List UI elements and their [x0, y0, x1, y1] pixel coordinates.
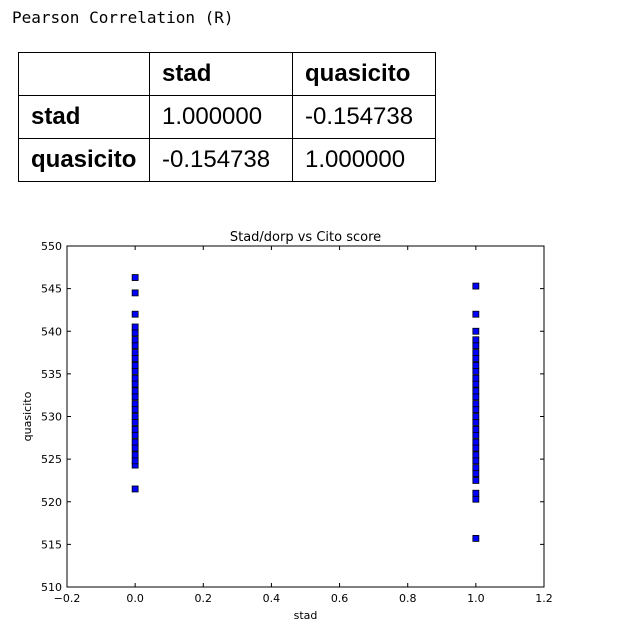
x-tick-label: −0.2 — [54, 592, 81, 605]
y-tick-label: 520 — [41, 496, 62, 509]
scatter-point — [472, 431, 480, 439]
scatter-point — [131, 406, 139, 414]
scatter-point — [131, 310, 139, 318]
table-row: stad 1.000000 -0.154738 — [18, 95, 436, 139]
x-tick-label: 0.8 — [399, 592, 417, 605]
scatter-point — [131, 419, 139, 426]
scatter-chart: −0.2 0.0 0.2 0.4 0.6 0.8 1.0 1.2 510 515 520 525 530… — [21, 230, 553, 622]
correlation-heading: Pearson Correlation (R) — [12, 8, 234, 27]
y-tick-label: 525 — [41, 453, 62, 466]
scatter-point — [472, 310, 480, 318]
correlation-table: stad quasicito stad 1.000000 -0.154738 q… — [18, 52, 436, 182]
x-tick-label: 0.2 — [195, 592, 213, 605]
chart-title: Stad/dorp vs Cito score — [230, 230, 381, 245]
scatter-point — [131, 349, 139, 356]
table-corner-cell — [18, 52, 150, 96]
scatter-point — [472, 464, 480, 472]
scatter-point — [472, 400, 480, 408]
scatter-point — [472, 444, 480, 452]
table-cell: -0.154738 — [149, 138, 293, 182]
scatter-point — [131, 380, 139, 388]
scatter-point — [472, 380, 480, 388]
scatter-point — [472, 387, 480, 395]
x-tick-label: 0.4 — [263, 592, 281, 605]
scatter-point — [472, 419, 480, 426]
scatter-point — [131, 444, 139, 452]
scatter-point — [131, 374, 139, 382]
y-tick-label: 535 — [41, 368, 62, 381]
scatter-point — [472, 342, 480, 350]
y-axis-label: quasicito — [21, 391, 34, 441]
scatter-point — [131, 274, 139, 281]
scatter-point — [131, 485, 139, 493]
scatter-point — [472, 367, 480, 375]
scatter-point — [131, 413, 139, 420]
scatter-point — [472, 495, 480, 503]
plot-frame — [66, 245, 545, 588]
scatter-point — [131, 457, 139, 465]
y-tick-label: 530 — [41, 411, 62, 424]
x-tick-label: 1.0 — [467, 592, 485, 605]
scatter-point — [472, 349, 480, 356]
y-tick-label: 545 — [41, 283, 62, 296]
scatter-point — [131, 387, 139, 395]
column-header-quasicito: quasicito — [292, 52, 436, 96]
y-tick-label: 540 — [41, 325, 62, 338]
scatter-point — [131, 400, 139, 408]
scatter-point — [131, 323, 139, 331]
scatter-point — [472, 393, 480, 401]
scatter-point — [472, 282, 480, 290]
scatter-point — [131, 355, 139, 362]
table-cell: -0.154738 — [292, 95, 436, 139]
scatter-point — [472, 425, 480, 433]
scatter-point — [472, 406, 480, 414]
scatter-point — [131, 451, 139, 459]
scatter-point — [472, 451, 480, 459]
x-tick-label: 0.0 — [126, 592, 144, 605]
scatter-point — [472, 327, 480, 335]
scatter-point — [131, 342, 139, 350]
scatter-point — [131, 438, 139, 446]
scatter-point — [472, 361, 480, 369]
scatter-point — [131, 289, 139, 297]
table-cell: 1.000000 — [292, 138, 436, 182]
table-header-row: stad quasicito — [18, 52, 436, 96]
table-cell: 1.000000 — [149, 95, 293, 139]
scatter-point — [472, 413, 480, 420]
scatter-point — [131, 425, 139, 433]
y-tick-label: 515 — [41, 538, 62, 551]
scatter-point — [472, 374, 480, 382]
scatter-point — [472, 438, 480, 446]
scatter-point — [131, 336, 139, 344]
scatter-point — [131, 329, 139, 337]
row-header-stad: stad — [18, 95, 150, 139]
y-tick-label: 510 — [41, 581, 62, 594]
scatter-point — [472, 336, 480, 344]
x-tick-label: 0.6 — [331, 592, 349, 605]
scatter-point — [131, 431, 139, 439]
scatter-point — [472, 535, 480, 542]
y-tick-label: 550 — [41, 240, 62, 253]
x-tick-label: 1.2 — [535, 592, 553, 605]
scatter-point — [131, 361, 139, 369]
scatter-point — [472, 477, 480, 484]
scatter-point — [472, 489, 480, 497]
row-header-quasicito: quasicito — [18, 138, 150, 182]
column-header-stad: stad — [149, 52, 293, 96]
scatter-point — [472, 457, 480, 465]
table-row: quasicito -0.154738 1.000000 — [18, 138, 436, 182]
scatter-point — [472, 470, 480, 478]
x-axis-label: stad — [294, 609, 318, 622]
scatter-point — [131, 367, 139, 375]
scatter-point — [472, 355, 480, 362]
scatter-point — [131, 393, 139, 401]
